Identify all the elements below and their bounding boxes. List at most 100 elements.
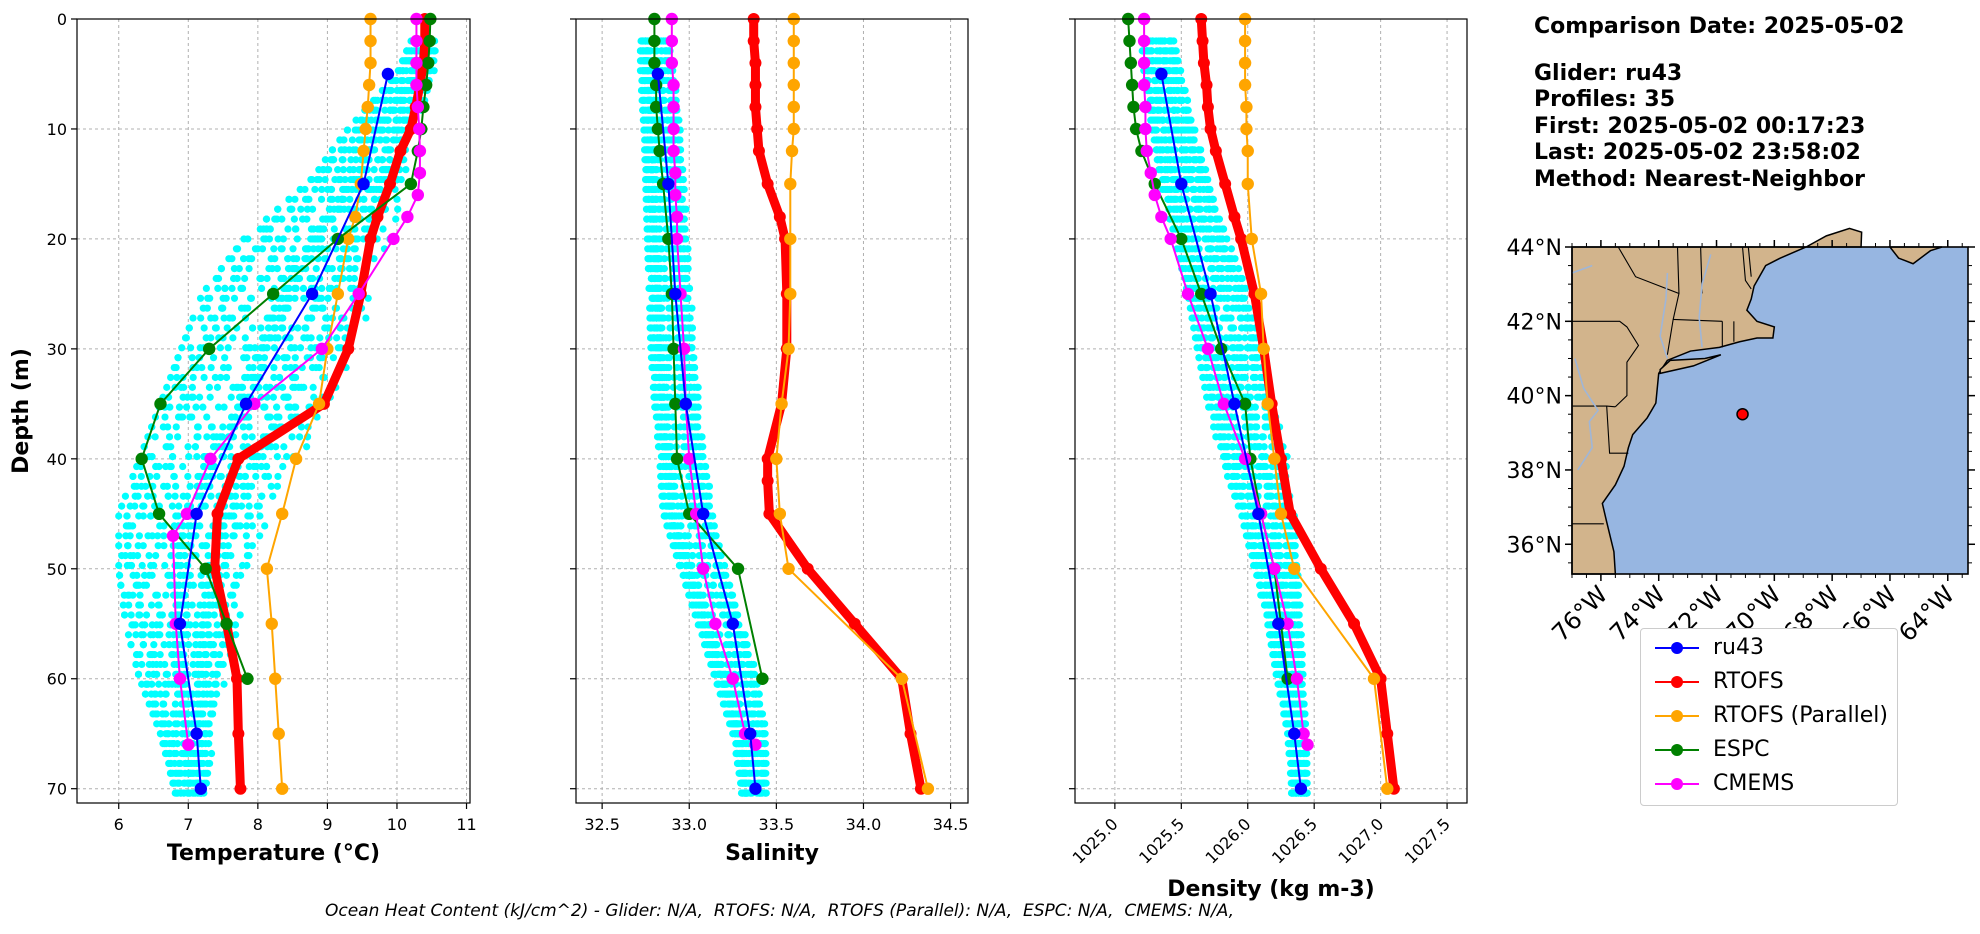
glider-point: [653, 304, 662, 312]
glider-point: [214, 274, 223, 283]
x-tick-label: 6: [114, 815, 124, 834]
series-point-rtofs: [211, 507, 224, 520]
glider-point: [248, 433, 256, 441]
series-point-espc: [220, 617, 233, 630]
glider-point: [270, 363, 278, 372]
series-point-cmems: [182, 738, 195, 751]
glider-point: [280, 274, 288, 283]
glider-point: [269, 492, 277, 500]
glider-point: [169, 453, 177, 461]
glider-point: [254, 354, 262, 362]
glider-point: [668, 512, 677, 520]
series-line-rtofs-parallel: [775, 19, 929, 789]
glider-point: [160, 542, 168, 550]
glider-point: [641, 47, 649, 55]
glider-point: [387, 146, 395, 154]
glider-point: [218, 433, 226, 441]
glider-point: [675, 561, 684, 570]
glider-point: [688, 324, 697, 332]
glider-point: [160, 532, 168, 540]
glider-point: [386, 96, 394, 104]
glider-point: [193, 423, 202, 431]
series-point-cmems: [667, 78, 680, 92]
glider-point: [327, 215, 335, 223]
glider-point: [132, 631, 140, 639]
series-point-cmems: [315, 342, 329, 356]
glider-point: [121, 551, 130, 560]
glider-point: [127, 641, 135, 649]
glider-point: [283, 453, 291, 461]
glider-point: [291, 294, 299, 302]
glider-point: [150, 641, 158, 649]
glider-point: [668, 502, 676, 510]
glider-point: [279, 383, 287, 391]
glider-point: [320, 255, 329, 263]
glider-point: [120, 591, 128, 599]
glider-point: [154, 601, 162, 609]
y-tick-label: 40: [47, 450, 67, 469]
glider-point: [171, 700, 179, 708]
glider-point: [207, 690, 216, 698]
glider-point: [645, 235, 653, 243]
glider-point: [262, 215, 271, 223]
glider-point: [341, 146, 349, 154]
glider-point: [271, 334, 279, 342]
glider-point: [322, 314, 330, 322]
glider-point: [181, 759, 190, 768]
glider-point: [256, 225, 264, 233]
glider-point: [641, 57, 649, 65]
glider-point: [201, 730, 209, 738]
glider-point: [288, 433, 296, 441]
series-point-rtofs-parallel: [787, 34, 800, 48]
y-tick-label: 70: [47, 780, 67, 799]
glider-point: [656, 413, 664, 421]
series-point-rtofs: [752, 144, 765, 157]
glider-point: [235, 265, 243, 273]
glider-point: [286, 205, 294, 213]
series-point-rtofs-parallel: [265, 617, 278, 630]
glider-point: [165, 631, 173, 639]
glider-point: [745, 700, 753, 708]
series-point-rtofs-parallel: [787, 78, 800, 92]
glider-point: [284, 265, 293, 273]
series-point-rtofs-parallel: [784, 287, 797, 301]
glider-point: [168, 740, 176, 748]
glider-point: [217, 265, 226, 273]
glider-point: [131, 502, 139, 510]
series-point-rtofs-parallel: [784, 177, 797, 191]
glider-point: [227, 551, 235, 560]
glider-point: [668, 136, 676, 144]
y-tick-label: 20: [47, 230, 67, 249]
glider-point: [664, 423, 672, 431]
glider-point: [750, 710, 758, 718]
glider-point: [342, 185, 350, 194]
glider-point: [309, 383, 317, 391]
glider-point: [399, 67, 407, 75]
glider-point: [138, 621, 146, 629]
glider-point: [376, 136, 384, 144]
series-point-ru43: [190, 727, 203, 740]
glider-point: [676, 373, 684, 382]
glider-point: [190, 650, 198, 659]
glider-point: [652, 344, 660, 352]
glider-point: [217, 373, 225, 382]
glider-point: [142, 611, 151, 619]
glider-point: [133, 571, 141, 579]
glider-point: [307, 225, 316, 233]
glider-point: [684, 265, 692, 273]
glider-point: [147, 650, 155, 659]
glider-point: [207, 749, 216, 758]
y-tick-label: 60: [47, 670, 67, 689]
glider-point: [115, 532, 123, 540]
glider-point: [132, 650, 141, 659]
glider-point: [115, 571, 124, 579]
glider-point: [231, 522, 239, 530]
glider-point: [293, 235, 301, 243]
glider-point: [179, 492, 187, 500]
glider-point: [126, 561, 134, 570]
glider-point: [163, 730, 172, 738]
glider-point: [262, 225, 271, 233]
glider-point: [660, 383, 668, 391]
glider-point: [657, 423, 665, 431]
glider-point: [220, 314, 228, 322]
